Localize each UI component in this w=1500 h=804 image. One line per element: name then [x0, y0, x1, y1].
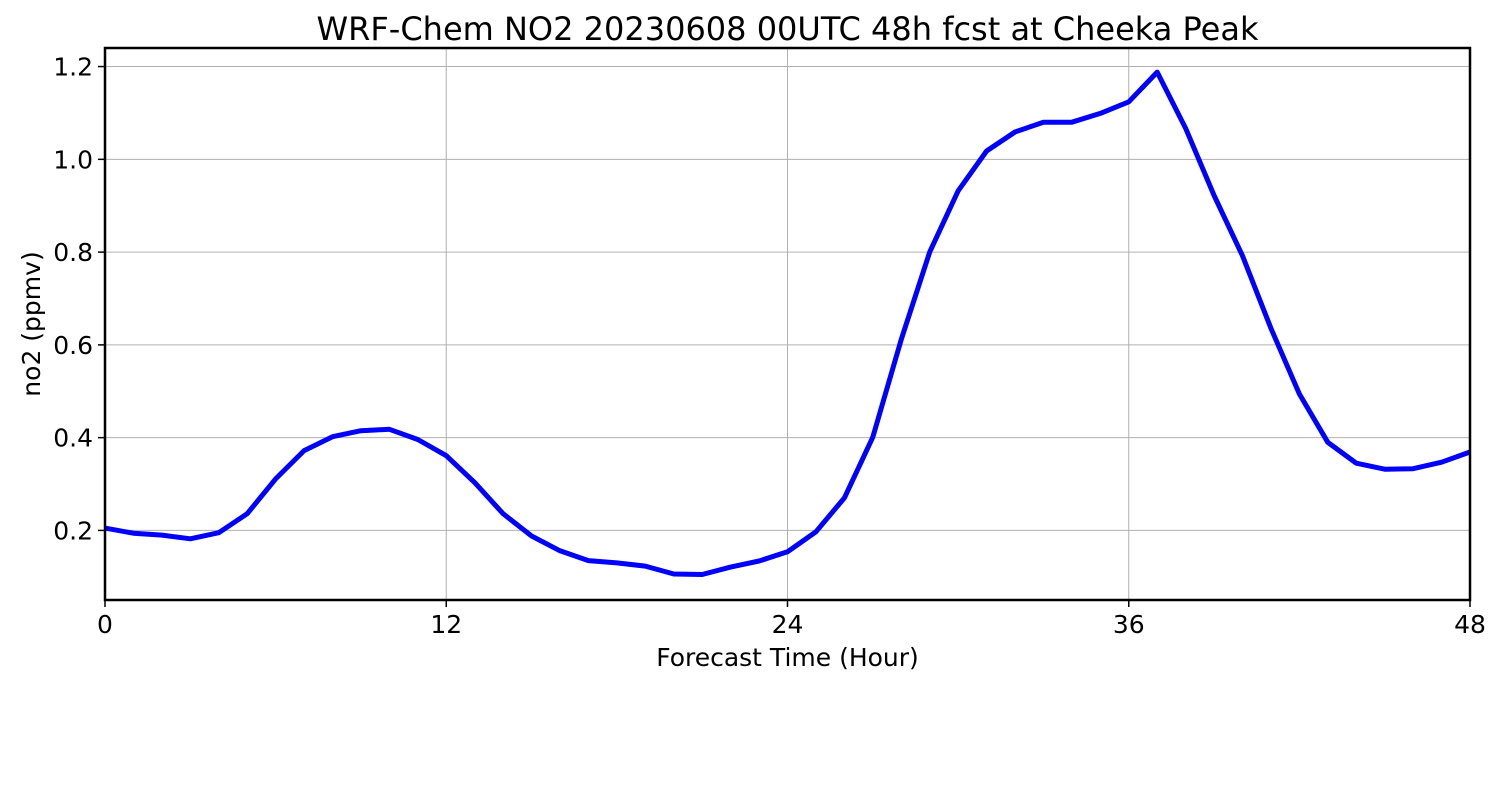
y-tick-label: 0.8 [53, 238, 93, 267]
x-axis-label: Forecast Time (Hour) [656, 643, 919, 672]
chart-title: WRF-Chem NO2 20230608 00UTC 48h fcst at … [317, 10, 1259, 48]
x-tick-label: 36 [1113, 610, 1145, 639]
x-tick-label: 48 [1454, 610, 1486, 639]
x-tick-label: 12 [430, 610, 462, 639]
y-tick-label: 1.0 [53, 145, 93, 174]
x-tick-label: 0 [97, 610, 113, 639]
x-tick-label: 24 [772, 610, 804, 639]
y-axis-label: no2 (ppmv) [17, 251, 46, 396]
y-tick-label: 0.4 [53, 424, 93, 453]
axis-ticks: 0 12 24 36 48 0.2 0.4 0.6 0.8 1.0 1.2 [53, 53, 1486, 639]
series-layer [104, 69, 1471, 577]
y-tick-label: 0.2 [53, 516, 93, 545]
y-tick-label: 0.6 [53, 331, 93, 360]
y-tick-label: 1.2 [53, 53, 93, 82]
series-line [104, 69, 1471, 577]
